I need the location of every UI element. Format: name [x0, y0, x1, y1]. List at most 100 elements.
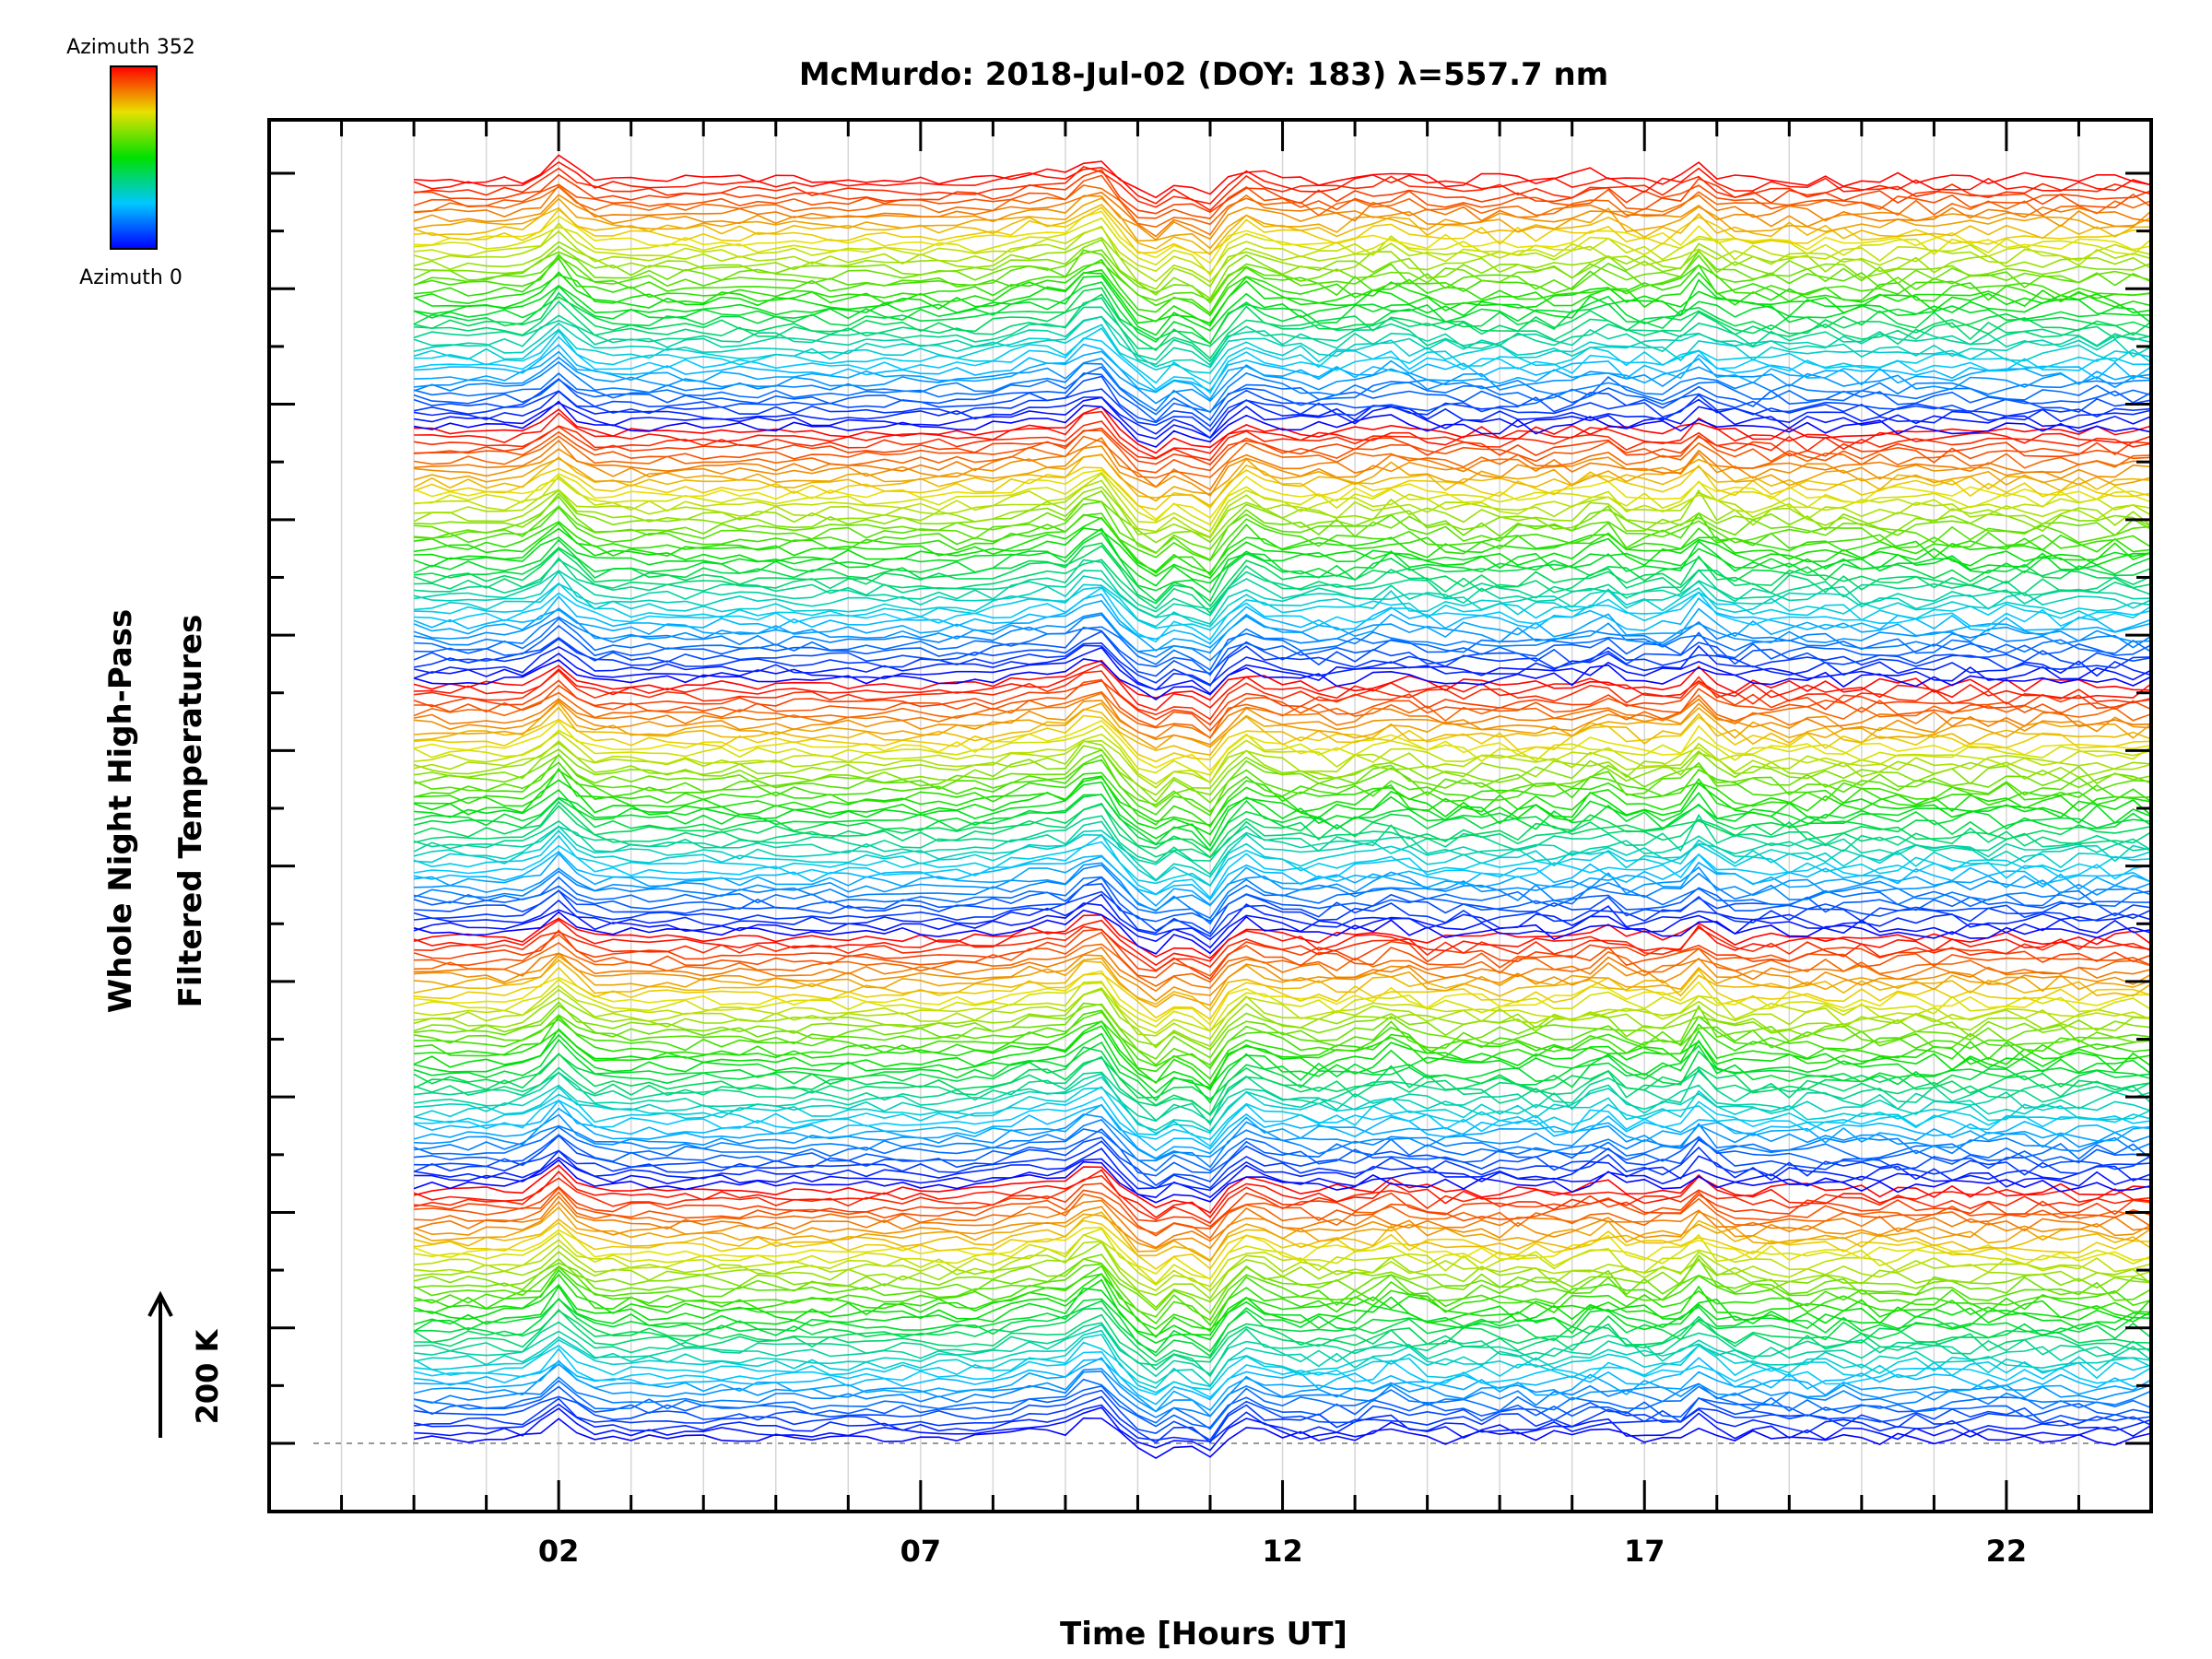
series-line-g3-az248	[414, 731, 2151, 785]
series-line-g3-az144	[413, 800, 2151, 859]
series-line-g5-az104	[413, 324, 2151, 374]
series-line-g2-az216	[414, 1002, 2151, 1060]
series-line-g2-az200	[414, 1009, 2151, 1070]
series-line-g4-az288	[413, 453, 2151, 502]
series-line-g3-az208	[413, 753, 2151, 817]
series-line-g4-az48	[414, 618, 2151, 671]
series-line-g4-az352	[414, 406, 2151, 454]
series-line-g1-az152	[414, 1297, 2151, 1358]
y-axis-ticks	[269, 171, 2151, 1445]
series-line-g1-az16	[413, 1403, 2151, 1442]
series-line-g2-az344	[413, 919, 2151, 966]
series-line-g3-az328	[413, 679, 2151, 726]
x-tick-labels: 02 07 12 17 22	[538, 1534, 2027, 1569]
x-tick-label-12: 12	[1262, 1534, 1303, 1569]
series-line-g4-az40	[414, 624, 2151, 677]
series-line-g2-az16	[413, 1147, 2151, 1192]
series-line-g2-az8	[414, 1156, 2151, 1199]
series-line-g1-az96	[414, 1341, 2151, 1394]
series-line-g3-az40	[413, 876, 2151, 923]
y-scale-label: 200 K	[190, 1328, 225, 1424]
series-line-g5-az88	[413, 335, 2151, 394]
series-line-g5-az248	[414, 222, 2151, 275]
series-line-g2-az160	[413, 1038, 2151, 1104]
series-line-g1-az184	[413, 1272, 2151, 1338]
series-line-g1-az176	[414, 1278, 2151, 1337]
series-line-g3-az136	[413, 802, 2151, 859]
series-line-g5-az144	[413, 291, 2151, 352]
series-line-g5-az72	[414, 350, 2151, 401]
series-line-g5-az80	[414, 343, 2151, 393]
series-line-g5-az112	[413, 315, 2151, 369]
series-line-g4-az208	[414, 500, 2151, 561]
series-line-g2-az312	[414, 942, 2151, 987]
series-line-g4-az8	[413, 646, 2151, 695]
y-axis-label-line2: Filtered Temperatures	[172, 615, 209, 1008]
series-line-g4-az184	[413, 516, 2151, 574]
series-line-g2-az120	[413, 1071, 2151, 1124]
series-line-g1-az24	[414, 1395, 2151, 1444]
series-line-g4-az216	[414, 495, 2151, 555]
series-line-g4-az272	[413, 464, 2151, 511]
series-line-g3-az16	[414, 893, 2151, 941]
series-line-g2-az144	[413, 1053, 2151, 1116]
colorbar	[110, 65, 158, 250]
series-line-g5-az344	[413, 160, 2151, 205]
series-line-g1-az216	[414, 1257, 2151, 1315]
series-line-g3-az224	[413, 745, 2151, 804]
series-line-g2-az88	[414, 1096, 2151, 1147]
series-line-g4-az264	[413, 469, 2151, 521]
series-line-g2-az272	[414, 966, 2151, 1020]
series-line-g5-az240	[413, 225, 2151, 283]
series-line-g1-az128	[414, 1321, 2151, 1378]
series-line-g2-az240	[414, 987, 2151, 1041]
scale-arrow-head	[147, 1290, 173, 1317]
series-line-g1-az208	[413, 1263, 2151, 1322]
series-line-g3-az152	[413, 794, 2151, 853]
series-line-g2-az80	[413, 1099, 2151, 1152]
series-group	[413, 154, 2151, 1460]
series-line-g5-az40	[413, 372, 2151, 423]
series-line-g1-az72	[414, 1357, 2151, 1413]
series-line-g2-az304	[414, 947, 2151, 993]
series-line-g1-az256	[413, 1228, 2151, 1285]
series-line-g5-az200	[413, 253, 2151, 314]
series-line-g2-az192	[414, 1015, 2151, 1080]
series-line-g5-az0	[413, 400, 2151, 448]
series-line-g1-az264	[413, 1226, 2151, 1280]
series-line-g4-az32	[413, 629, 2151, 677]
series-line-g2-az128	[414, 1067, 2151, 1126]
series-line-g1-az328	[414, 1182, 2151, 1228]
series-line-g2-az96	[413, 1086, 2151, 1141]
series-line-g1-az232	[414, 1241, 2151, 1300]
series-line-g2-az288	[414, 955, 2151, 1008]
series-line-g2-az264	[414, 970, 2151, 1027]
series-line-g2-az256	[413, 978, 2151, 1032]
series-line-g5-az152	[413, 287, 2151, 345]
series-line-g3-az24	[413, 889, 2151, 937]
series-line-g5-az192	[414, 256, 2151, 317]
series-line-g1-az64	[413, 1362, 2151, 1418]
series-line-g3-az176	[413, 775, 2151, 836]
series-line-g5-az120	[413, 315, 2151, 367]
series-line-g1-az192	[414, 1268, 2151, 1333]
series-line-g1-az272	[414, 1219, 2151, 1270]
series-line-g2-az72	[413, 1103, 2151, 1159]
series-line-g1-az144	[413, 1307, 2151, 1363]
series-line-g2-az296	[414, 952, 2151, 1002]
series-line-g2-az232	[413, 988, 2151, 1049]
series-line-g1-az312	[414, 1191, 2151, 1240]
series-line-g1-az48	[413, 1378, 2151, 1430]
series-line-g4-az336	[413, 420, 2151, 462]
series-line-g5-az280	[413, 204, 2151, 256]
y-axis-label-line1: Whole Night High-Pass	[102, 609, 139, 1014]
x-tick-label-02: 02	[538, 1534, 580, 1569]
series-line-g3-az336	[414, 669, 2151, 721]
series-line-g3-az232	[413, 740, 2151, 796]
series-line-g3-az32	[414, 883, 2151, 935]
series-line-g4-az72	[413, 599, 2151, 652]
series-line-g2-az320	[414, 931, 2151, 979]
series-line-g4-az128	[414, 557, 2151, 613]
series-line-g4-az24	[413, 638, 2151, 687]
series-line-g5-az136	[414, 297, 2151, 360]
